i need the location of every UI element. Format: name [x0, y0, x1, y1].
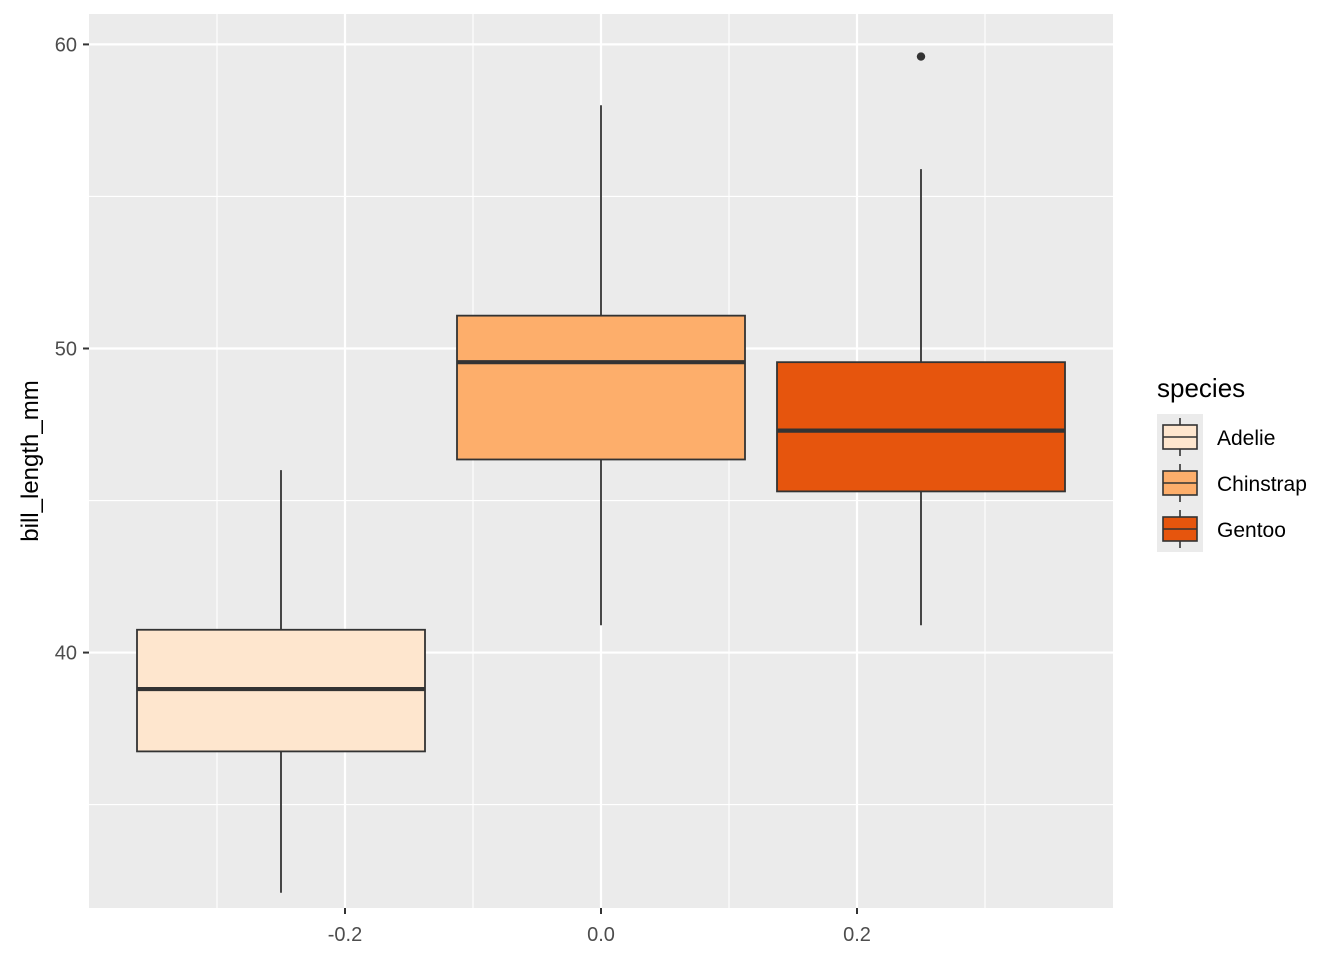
box-body	[456, 314, 746, 461]
legend-label: Adelie	[1217, 427, 1275, 450]
x-tick-label: 0.2	[843, 924, 871, 946]
legend-label: Gentoo	[1217, 519, 1286, 542]
x-tick-label: 0.0	[587, 924, 615, 946]
box-adelie	[136, 470, 426, 893]
legend-items: Adelie Chinstrap Gentoo	[1162, 418, 1307, 548]
legend-item-adelie: Adelie	[1162, 418, 1275, 456]
box-gentoo	[776, 52, 1066, 626]
outlier-point	[916, 52, 926, 61]
y-tick-label: 40	[55, 643, 77, 665]
box-body	[776, 361, 1066, 493]
x-tick-label: -0.2	[328, 924, 362, 946]
x-axis-ticks: -0.2 0.0 0.2	[328, 908, 871, 946]
y-tick-label: 60	[55, 34, 77, 56]
boxes	[136, 52, 1066, 893]
legend-item-gentoo: Gentoo	[1162, 510, 1286, 548]
legend: species Adelie Chinstrap Gentoo	[1157, 373, 1307, 552]
y-axis-ticks: 40 50 60	[55, 34, 89, 665]
legend-title: species	[1157, 373, 1245, 403]
y-axis-title: bill_length_mm	[17, 380, 44, 541]
legend-label: Chinstrap	[1217, 473, 1307, 496]
y-tick-label: 50	[55, 338, 77, 360]
box-chinstrap	[456, 105, 746, 626]
legend-item-chinstrap: Chinstrap	[1162, 464, 1307, 502]
